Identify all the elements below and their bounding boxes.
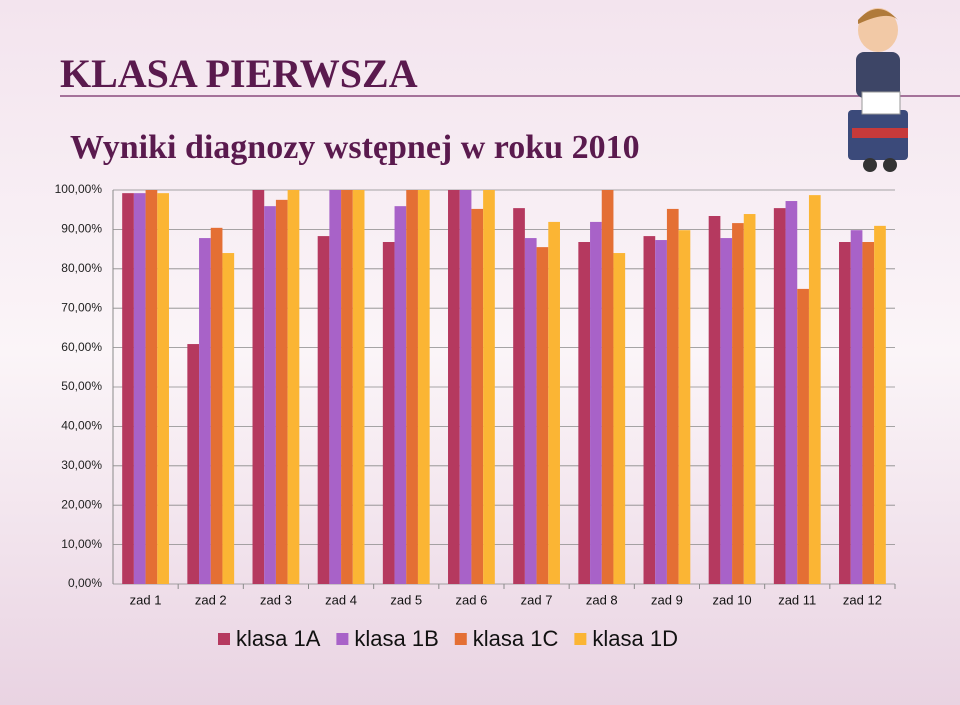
y-tick-label: 40,00% bbox=[61, 419, 102, 433]
bar bbox=[773, 208, 786, 584]
bar bbox=[222, 253, 235, 585]
bar bbox=[199, 238, 211, 584]
x-tick-label: zad 1 bbox=[130, 592, 162, 607]
bar bbox=[287, 190, 300, 584]
legend-swatch bbox=[336, 633, 349, 645]
bar bbox=[352, 190, 365, 584]
bar bbox=[341, 190, 353, 584]
bar bbox=[613, 253, 626, 585]
bar bbox=[862, 242, 875, 584]
bar bbox=[317, 236, 330, 584]
bar bbox=[382, 242, 395, 584]
bar bbox=[643, 236, 656, 584]
y-tick-label: 0,00% bbox=[68, 576, 102, 590]
x-tick-label: zad 5 bbox=[390, 592, 422, 607]
boy-illustration bbox=[848, 8, 908, 172]
legend-label: klasa 1C bbox=[473, 626, 559, 651]
bar bbox=[264, 206, 276, 585]
bar bbox=[743, 214, 756, 584]
bar bbox=[785, 201, 798, 585]
bar bbox=[536, 247, 549, 584]
bar bbox=[471, 208, 484, 585]
bar bbox=[708, 216, 721, 584]
bar bbox=[513, 208, 525, 584]
bar bbox=[448, 190, 460, 584]
x-tick-label: zad 4 bbox=[325, 592, 357, 607]
legend-swatch bbox=[574, 633, 587, 645]
bar bbox=[459, 190, 472, 584]
x-tick-label: zad 11 bbox=[778, 592, 816, 607]
bar bbox=[252, 190, 265, 584]
bar bbox=[578, 242, 591, 584]
y-tick-label: 80,00% bbox=[61, 261, 102, 275]
title: KLASA PIERWSZA bbox=[60, 51, 418, 96]
bar bbox=[145, 190, 158, 584]
legend-swatch bbox=[218, 633, 230, 645]
bar bbox=[548, 221, 560, 584]
x-tick-label: zad 6 bbox=[456, 592, 488, 607]
x-tick-label: zad 3 bbox=[260, 592, 292, 607]
x-tick-label: zad 12 bbox=[843, 592, 882, 607]
x-tick-label: zad 2 bbox=[195, 592, 227, 607]
bar bbox=[850, 230, 863, 585]
bar bbox=[590, 221, 602, 584]
y-tick-label: 90,00% bbox=[61, 222, 102, 236]
bar bbox=[678, 230, 691, 585]
bar bbox=[839, 242, 851, 584]
y-tick-label: 60,00% bbox=[61, 340, 102, 354]
bar bbox=[122, 193, 134, 585]
legend-swatch bbox=[454, 633, 467, 645]
y-tick-label: 10,00% bbox=[61, 537, 102, 551]
bar bbox=[157, 193, 169, 585]
x-tick-label: zad 7 bbox=[521, 592, 553, 607]
x-tick-label: zad 8 bbox=[586, 592, 618, 607]
y-tick-label: 20,00% bbox=[61, 497, 102, 511]
bar bbox=[524, 238, 537, 584]
y-tick-label: 30,00% bbox=[61, 458, 102, 472]
bar bbox=[406, 190, 418, 584]
bar bbox=[133, 193, 146, 585]
legend-label: klasa 1A bbox=[236, 626, 321, 651]
bar bbox=[210, 227, 223, 584]
bar bbox=[666, 208, 679, 585]
bar bbox=[808, 195, 821, 584]
bar bbox=[275, 199, 288, 584]
bar bbox=[329, 190, 342, 584]
bar bbox=[483, 190, 495, 584]
legend-label: klasa 1D bbox=[592, 626, 678, 651]
bar bbox=[394, 206, 407, 585]
y-tick-label: 50,00% bbox=[61, 379, 102, 393]
legend-label: klasa 1B bbox=[354, 626, 438, 651]
bar bbox=[655, 240, 667, 584]
x-tick-label: zad 9 bbox=[651, 592, 683, 607]
y-tick-label: 100,00% bbox=[55, 182, 103, 196]
y-tick-label: 70,00% bbox=[61, 300, 102, 314]
bar bbox=[797, 288, 809, 584]
x-tick-label: zad 10 bbox=[713, 592, 752, 607]
bar bbox=[732, 223, 744, 584]
bar bbox=[720, 238, 733, 584]
bar bbox=[187, 344, 200, 584]
bar bbox=[874, 225, 886, 584]
subtitle: Wyniki diagnozy wstępnej w roku 2010 bbox=[70, 129, 640, 166]
bar bbox=[417, 190, 430, 584]
bar bbox=[601, 190, 614, 584]
